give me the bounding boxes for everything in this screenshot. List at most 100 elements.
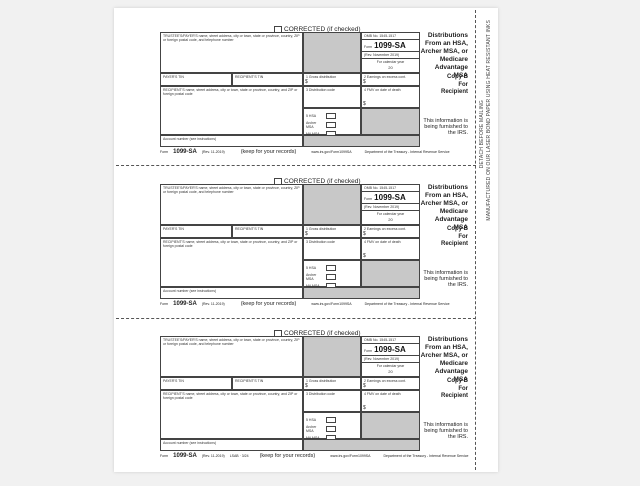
- shaded-area: [361, 108, 420, 135]
- box4-fmv[interactable]: 4 FMV on date of death $: [361, 238, 420, 260]
- payer-tin-field[interactable]: PAYER'S TIN: [160, 225, 232, 238]
- irs-url: www.irs.gov/Form1099SA: [311, 302, 352, 306]
- box1-gross-distribution[interactable]: 1 Gross distribution $: [303, 377, 361, 390]
- dollar-sign: $: [363, 253, 366, 259]
- box1-gross-distribution[interactable]: 1 Gross distribution $: [303, 73, 361, 86]
- revision: (Rev. November 2019): [362, 52, 419, 59]
- furnished-notice: This information is being furnished to t…: [423, 422, 468, 440]
- recipient-name-field[interactable]: RECIPIENT'S name, street address, city o…: [160, 238, 303, 287]
- year-field[interactable]: 20: [388, 369, 393, 374]
- archer-msa-checkbox[interactable]: [326, 121, 336, 128]
- keep-records: (keep for your records): [240, 301, 297, 307]
- copy-for: For: [458, 233, 468, 240]
- box3-distribution-code[interactable]: 3 Distribution code: [303, 86, 361, 108]
- copy-for: For: [458, 385, 468, 392]
- box4-fmv[interactable]: 4 FMV on date of death $: [361, 86, 420, 108]
- recipient-name-field[interactable]: RECIPIENT'S name, street address, city o…: [160, 390, 303, 439]
- copy-designation: Copy B For Recipient: [420, 226, 468, 249]
- recipient-name-label: RECIPIENT'S name, street address, city o…: [163, 88, 298, 96]
- box2-earnings[interactable]: 2 Earnings on excess cont. $: [361, 225, 420, 238]
- archer-msa-label: Archer MSA: [306, 424, 317, 433]
- payer-tin-field[interactable]: PAYER'S TIN: [160, 377, 232, 390]
- form-title: Distributions From an HSA, Archer MSA, o…: [420, 32, 468, 79]
- shaded-area: [303, 439, 420, 451]
- form-number: 1099-SA: [374, 193, 406, 202]
- box5-account-type: 5 HSA Archer MSA MA MSA: [303, 260, 361, 289]
- omb-number: OMB No. 1545-1517: [362, 185, 419, 192]
- trustee-box[interactable]: TRUSTEE'S/PAYER'S name, street address, …: [160, 336, 303, 377]
- recipient-name-label: RECIPIENT'S name, street address, city o…: [163, 240, 298, 248]
- recipient-tin-label: RECIPIENT'S TIN: [235, 227, 264, 231]
- account-label: Account number (see instructions): [163, 289, 217, 293]
- form-footer: Form 1099-SA (Rev. 11-2019) (keep for your…: [160, 149, 470, 155]
- box1-gross-distribution[interactable]: 1 Gross distribution $: [303, 225, 361, 238]
- ma-msa-label: MA MSA: [306, 435, 320, 440]
- payer-tin-label: PAYER'S TIN: [163, 379, 184, 383]
- account-label: Account number (see instructions): [163, 441, 217, 445]
- box2-label: 2 Earnings on excess cont.: [364, 379, 407, 383]
- copy-designation: Copy B For Recipient: [420, 378, 468, 401]
- footer-form-label: Form: [160, 302, 169, 306]
- shaded-area: [361, 260, 420, 287]
- trustee-box[interactable]: TRUSTEE'S/PAYER'S name, street address, …: [160, 32, 303, 73]
- omb-box: OMB No. 1545-1517 Form 1099-SA (Rev. Nove…: [361, 336, 420, 377]
- box2-earnings[interactable]: 2 Earnings on excess cont. $: [361, 377, 420, 390]
- trustee-box[interactable]: TRUSTEE'S/PAYER'S name, street address, …: [160, 184, 303, 225]
- copy-designation: Copy B For Recipient: [420, 74, 468, 97]
- box3-label: 3 Distribution code: [306, 392, 335, 396]
- archer-msa-checkbox[interactable]: [326, 425, 336, 432]
- furnished-notice: This information is being furnished to t…: [423, 118, 468, 136]
- copy-recipient: Recipient: [440, 89, 468, 95]
- keep-records: (keep for your records): [240, 149, 297, 155]
- recipient-tin-field[interactable]: RECIPIENT'S TIN: [232, 225, 303, 238]
- box4-fmv[interactable]: 4 FMV on date of death $: [361, 390, 420, 412]
- calendar-year-label: For calendar year: [376, 60, 405, 64]
- archer-msa-checkbox[interactable]: [326, 273, 336, 280]
- form-footer: Form 1099-SA (Rev. 11-2019) (keep for your…: [160, 301, 470, 307]
- keep-records: (keep for your records): [259, 453, 316, 459]
- account-number-field[interactable]: Account number (see instructions): [160, 439, 303, 451]
- box4-label: 4 FMV on date of death: [364, 88, 401, 92]
- form-title: Distributions From an HSA, Archer MSA, o…: [420, 184, 468, 231]
- recipient-name-field[interactable]: RECIPIENT'S name, street address, city o…: [160, 86, 303, 135]
- omb-number: OMB No. 1545-1517: [362, 337, 419, 344]
- payer-tin-label: PAYER'S TIN: [163, 75, 184, 79]
- footer-form-number: 1099-SA: [173, 453, 197, 459]
- form-number: 1099-SA: [374, 41, 406, 50]
- dollar-sign: $: [363, 405, 366, 411]
- dollar-sign: $: [363, 101, 366, 107]
- form-1099sa-copy: CORRECTED (if checked) TRUSTEE'S/PAYER'S…: [0, 26, 640, 182]
- archer-msa-label: Archer MSA: [306, 120, 317, 129]
- perforation-horizontal: [116, 165, 476, 166]
- shaded-area: [361, 412, 420, 439]
- payer-tin-label: PAYER'S TIN: [163, 227, 184, 231]
- box2-earnings[interactable]: 2 Earnings on excess cont. $: [361, 73, 420, 86]
- box3-distribution-code[interactable]: 3 Distribution code: [303, 390, 361, 412]
- year-field[interactable]: 20: [388, 65, 393, 70]
- perforation-horizontal: [116, 318, 476, 319]
- recipient-tin-field[interactable]: RECIPIENT'S TIN: [232, 73, 303, 86]
- footer-code: LSAB · 3/24: [229, 454, 249, 458]
- account-number-field[interactable]: Account number (see instructions): [160, 287, 303, 299]
- footer-form-label: Form: [160, 454, 169, 458]
- box2-label: 2 Earnings on excess cont.: [364, 75, 407, 79]
- copy-for: For: [458, 81, 468, 88]
- department: Department of the Treasury - Internal Re…: [364, 150, 450, 154]
- copy-recipient: Recipient: [440, 393, 468, 399]
- hsa-checkbox[interactable]: [326, 416, 336, 423]
- dollar-sign: $: [305, 79, 308, 85]
- hsa-checkbox[interactable]: [326, 112, 336, 119]
- payer-tin-field[interactable]: PAYER'S TIN: [160, 73, 232, 86]
- box3-distribution-code[interactable]: 3 Distribution code: [303, 238, 361, 260]
- box2-label: 2 Earnings on excess cont.: [364, 227, 407, 231]
- trustee-label: TRUSTEE'S/PAYER'S name, street address, …: [163, 186, 300, 194]
- year-field[interactable]: 20: [388, 217, 393, 222]
- form-prefix: Form: [364, 45, 373, 49]
- account-number-field[interactable]: Account number (see instructions): [160, 135, 303, 147]
- dollar-sign: $: [363, 383, 366, 389]
- shaded-area: [303, 336, 361, 377]
- recipient-tin-field[interactable]: RECIPIENT'S TIN: [232, 377, 303, 390]
- hsa-checkbox[interactable]: [326, 264, 336, 271]
- dollar-sign: $: [363, 79, 366, 85]
- form-prefix: Form: [364, 349, 373, 353]
